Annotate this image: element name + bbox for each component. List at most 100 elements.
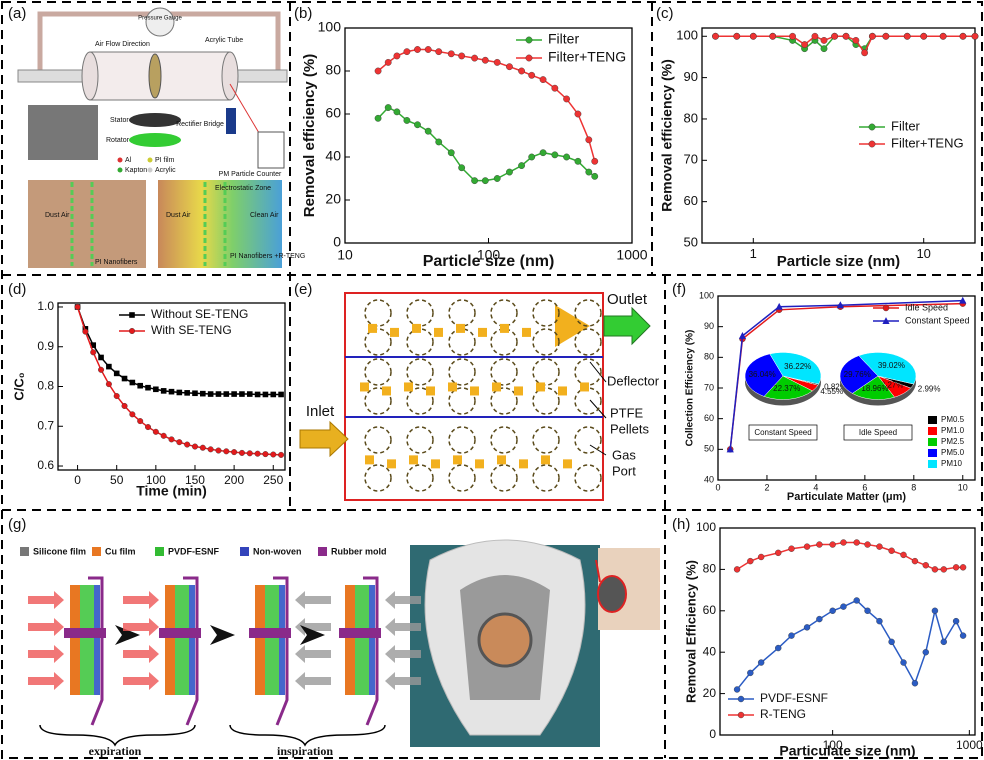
marker bbox=[747, 670, 753, 676]
marker bbox=[263, 392, 269, 398]
y-tick-label: 40 bbox=[325, 148, 341, 164]
x-axis-label: Particle size (nm) bbox=[777, 253, 900, 270]
label: Deflector bbox=[607, 373, 660, 388]
legend-label: Filter+TENG bbox=[548, 49, 626, 65]
marker bbox=[208, 447, 214, 453]
hinge bbox=[64, 628, 106, 638]
marker bbox=[953, 564, 959, 570]
marker bbox=[923, 562, 929, 568]
marker bbox=[592, 173, 598, 179]
particle bbox=[475, 459, 484, 468]
y-tick-label: 0.6 bbox=[37, 458, 54, 472]
outlet-arrow bbox=[604, 308, 650, 344]
marker bbox=[130, 380, 136, 386]
legend-label: With SE-TENG bbox=[151, 323, 232, 337]
legend-swatch bbox=[928, 449, 937, 457]
marker bbox=[458, 165, 464, 171]
panel-e: Outlet Inlet Deflector PTFE Pellets Gas … bbox=[300, 291, 660, 500]
particle bbox=[365, 455, 374, 464]
marker bbox=[448, 150, 454, 156]
cu-film bbox=[345, 585, 355, 695]
air-arrow bbox=[28, 672, 64, 690]
inlet-arrow bbox=[300, 422, 348, 456]
marker bbox=[404, 117, 410, 123]
marker bbox=[923, 649, 929, 655]
label: PI Nanofibers +R-TENG bbox=[230, 253, 305, 260]
marker bbox=[830, 608, 836, 614]
label: Acrylic Tube bbox=[205, 37, 243, 44]
plot-frame bbox=[720, 528, 975, 735]
stator bbox=[129, 113, 181, 127]
y-tick-label: 50 bbox=[704, 444, 714, 454]
legend-swatch bbox=[92, 547, 101, 556]
label: Kapton bbox=[125, 167, 147, 174]
series-line bbox=[737, 542, 963, 569]
legend-label: PM2.5 bbox=[941, 437, 965, 446]
pvdf bbox=[175, 585, 189, 695]
counter bbox=[258, 132, 284, 168]
cu-film bbox=[70, 585, 80, 695]
marker bbox=[865, 608, 871, 614]
panel-letter: (b) bbox=[294, 5, 312, 22]
particle bbox=[456, 324, 465, 333]
y-axis-label: C/C₀ bbox=[11, 372, 26, 400]
nonwoven bbox=[94, 585, 100, 695]
legend-swatch bbox=[155, 547, 164, 556]
marker bbox=[526, 55, 532, 61]
y-tick-label: 40 bbox=[703, 644, 717, 658]
legend-label: PVDF-ESNF bbox=[760, 691, 828, 705]
marker bbox=[145, 385, 151, 391]
air-arrow bbox=[28, 591, 64, 609]
x-axis-label: Particulate size (nm) bbox=[779, 743, 915, 759]
marker bbox=[843, 33, 849, 39]
legend-label: Rubber mold bbox=[331, 546, 387, 556]
marker bbox=[114, 393, 120, 399]
marker bbox=[575, 111, 581, 117]
marker bbox=[586, 169, 592, 175]
marker bbox=[247, 451, 253, 457]
marker bbox=[528, 72, 534, 78]
marker bbox=[90, 350, 96, 356]
filter-disc bbox=[149, 54, 161, 98]
y-tick-label: 80 bbox=[704, 352, 714, 362]
marker bbox=[114, 371, 120, 377]
label: Rectifier Bridge bbox=[176, 121, 224, 128]
marker bbox=[540, 150, 546, 156]
particle bbox=[497, 455, 506, 464]
legend-swatch bbox=[928, 416, 937, 424]
pvdf bbox=[80, 585, 94, 695]
legend-dot bbox=[148, 168, 153, 173]
legend-swatch bbox=[240, 547, 249, 556]
label: Stator bbox=[110, 117, 129, 124]
marker bbox=[270, 392, 276, 398]
y-tick-label: 100 bbox=[676, 28, 698, 43]
pie-value-label: 29.76% bbox=[844, 370, 871, 379]
y-tick-label: 80 bbox=[325, 62, 341, 78]
panel-letter: (c) bbox=[656, 5, 674, 22]
marker bbox=[394, 53, 400, 59]
legend-swatch bbox=[928, 460, 937, 468]
marker bbox=[153, 429, 159, 435]
particle bbox=[431, 459, 440, 468]
x-tick-label: 200 bbox=[224, 473, 244, 487]
marker bbox=[876, 618, 882, 624]
legend-label: PM0.5 bbox=[941, 415, 965, 424]
marker bbox=[482, 177, 488, 183]
marker bbox=[853, 37, 859, 43]
y-tick-label: 70 bbox=[684, 152, 698, 167]
legend-swatch bbox=[20, 547, 29, 556]
particle bbox=[387, 459, 396, 468]
marker bbox=[830, 542, 836, 548]
label: PI Nanofibers bbox=[95, 259, 138, 266]
panel-letter: (g) bbox=[8, 516, 26, 533]
mask-inset bbox=[598, 576, 626, 612]
particle bbox=[382, 386, 391, 395]
y-tick-label: 80 bbox=[703, 562, 717, 576]
marker bbox=[788, 633, 794, 639]
pie-value-label: 36.22% bbox=[784, 362, 811, 371]
y-tick-label: 0.8 bbox=[37, 379, 54, 393]
pvdf bbox=[355, 585, 369, 695]
legend-label: Without SE-TENG bbox=[151, 307, 248, 321]
marker bbox=[161, 433, 167, 439]
particle bbox=[541, 455, 550, 464]
